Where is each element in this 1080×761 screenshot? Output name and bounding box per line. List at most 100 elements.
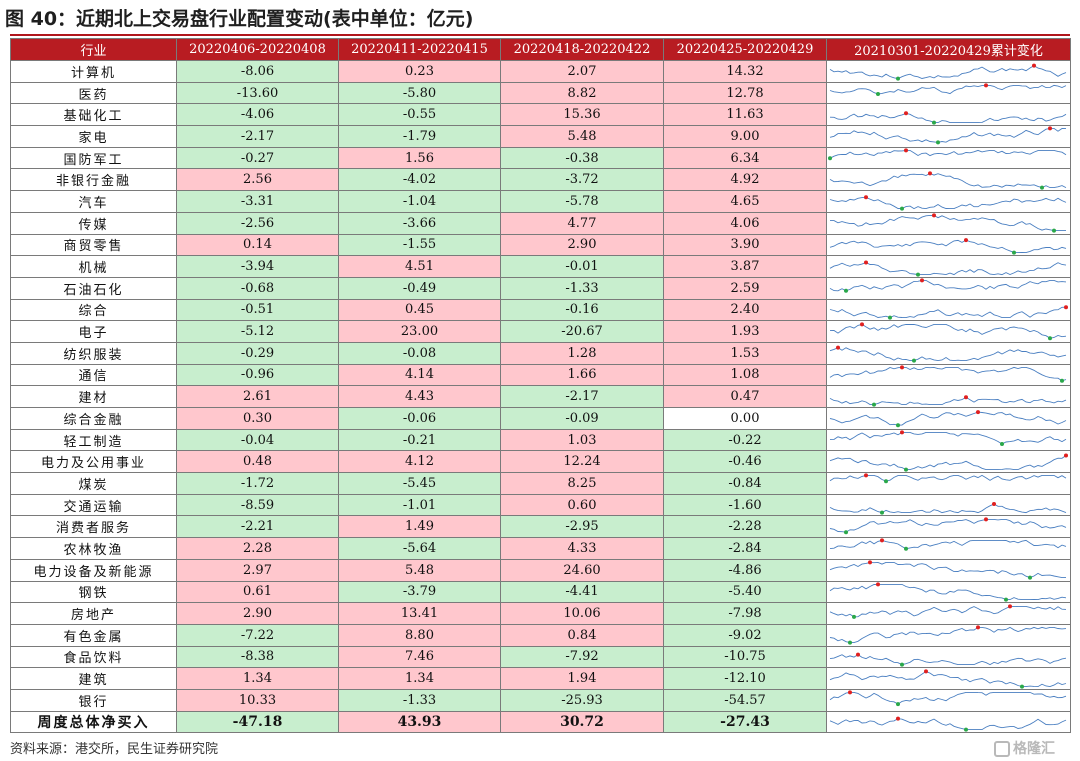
table-row: 汽车 -3.31 -1.04 -5.78 4.65 [10,190,1071,213]
industry-name: 电力及公用事业 [10,450,177,474]
week-value: 0.45 [338,298,501,322]
industry-name: 石油石化 [10,276,177,300]
week-value: -2.56 [176,211,339,235]
sparkline-min-marker [1028,575,1032,580]
sparkline-max-marker [900,365,904,370]
week-value: 2.90 [176,602,339,625]
table-row: 石油石化 -0.68 -0.49 -1.33 2.59 [10,276,1071,300]
industry-name: 机械 [10,255,177,278]
sparkline-min-marker [932,120,936,125]
table-row: 计算机 -8.06 0.23 2.07 14.32 [10,60,1071,83]
sparkline-max-marker [848,690,852,695]
sparkline-min-marker [844,289,848,294]
week-value: -3.66 [338,211,501,235]
sparkline-max-marker [1032,63,1036,68]
week-value: 4.92 [663,168,827,192]
sparkline-path [829,431,1067,445]
cumulative-sparkline-cell [826,233,1071,257]
table-row: 综合金融 0.30 -0.06 -0.09 0.00 [10,407,1071,430]
week-value: 13.41 [338,602,501,625]
week-value: 0.23 [338,60,501,83]
sparkline-path [829,627,1067,644]
sparkline-path [829,653,1067,666]
sparkline-min-marker [844,529,848,534]
sparkline-min-marker [936,140,940,145]
cumulative-sparkline [829,502,1067,515]
sparkline-path [829,411,1067,426]
sparkline-path [829,396,1067,405]
week-value: -0.29 [176,341,339,365]
week-value: -0.27 [176,146,339,170]
table-row: 轻工制造 -0.04 -0.21 1.03 -0.22 [10,428,1071,452]
week-value: 4.06 [663,211,827,235]
table-row: 农林牧渔 2.28 -5.64 4.33 -2.84 [10,537,1071,560]
week-value: -1.72 [176,472,339,495]
week-value: 4.14 [338,363,501,387]
sparkline-path [829,605,1067,617]
cumulative-sparkline [829,278,1067,294]
header-week-3: 20220418-20220422 [500,38,664,61]
table-row: 电力及公用事业 0.48 4.12 12.24 -0.46 [10,450,1071,474]
sparkline-min-marker [884,479,888,484]
week-value: -25.93 [500,688,664,712]
week-value: 6.34 [663,146,827,170]
sparkline-min-marker [896,76,900,81]
sparkline-path [829,540,1067,550]
sparkline-path [829,518,1067,533]
sparkline-min-marker [896,702,900,707]
week-value: -7.98 [663,602,827,625]
cumulative-sparkline [829,603,1067,619]
cumulative-sparkline-cell [826,667,1071,690]
week-value: -4.86 [663,558,827,582]
sparkline-path [829,84,1067,95]
cumulative-sparkline [829,365,1067,383]
cumulative-sparkline [829,538,1067,552]
sparkline-path [829,562,1066,579]
table-row: 综合 -0.51 0.45 -0.16 2.40 [10,298,1071,322]
industry-name: 食品饮料 [10,645,177,669]
week-value: -5.64 [338,537,501,560]
cumulative-sparkline [829,237,1067,255]
total-row: 周度总体净买入 -47.18 43.93 30.72 -27.43 [10,710,1071,734]
sparkline-path [829,65,1067,80]
industry-name: 轻工制造 [10,428,177,452]
cumulative-sparkline [829,473,1067,484]
cumulative-sparkline-cell [826,472,1071,495]
week-value: -2.95 [500,515,664,539]
sparkline-min-marker [1020,684,1024,689]
week-value: -7.22 [176,623,339,647]
week-value: 2.97 [176,558,339,582]
sparkline-max-marker [924,668,928,673]
cumulative-sparkline [829,582,1067,602]
cumulative-sparkline [829,690,1067,707]
table-row: 煤炭 -1.72 -5.45 8.25 -0.84 [10,472,1071,495]
table-row: 基础化工 -4.06 -0.55 15.36 11.63 [10,103,1071,127]
table-row: 建筑 1.34 1.34 1.94 -12.10 [10,667,1071,690]
cumulative-sparkline [829,560,1066,580]
week-value: -27.43 [663,710,827,734]
week-value: 7.46 [338,645,501,669]
table-row: 通信 -0.96 4.14 1.66 1.08 [10,363,1071,387]
sparkline-max-marker [860,321,864,326]
week-value: 0.30 [176,407,339,430]
cumulative-sparkline [829,668,1067,689]
week-value: 2.61 [176,385,339,408]
cumulative-sparkline-cell [826,255,1071,278]
week-value: 10.06 [500,602,664,625]
table-row: 机械 -3.94 4.51 -0.01 3.87 [10,255,1071,278]
sparkline-max-marker [856,652,860,657]
sparkline-min-marker [852,614,856,619]
cumulative-sparkline-cell [826,146,1071,170]
industry-name: 非银行金融 [10,168,177,192]
week-value: 10.33 [176,688,339,712]
header-industry: 行业 [10,38,177,61]
cumulative-sparkline [829,111,1067,125]
cumulative-sparkline-cell [826,515,1071,539]
table-row: 家电 -2.17 -1.79 5.48 9.00 [10,125,1071,148]
industry-name: 综合金融 [10,407,177,430]
table-row: 消费者服务 -2.21 1.49 -2.95 -2.28 [10,515,1071,539]
week-value: -2.28 [663,515,827,539]
sparkline-max-marker [896,716,900,721]
week-value: -0.01 [500,255,664,278]
week-value: -5.12 [176,320,339,343]
